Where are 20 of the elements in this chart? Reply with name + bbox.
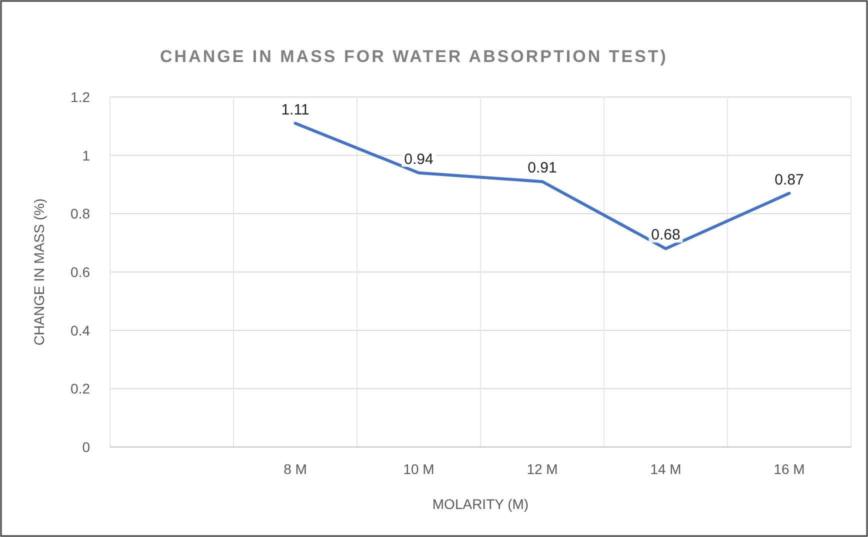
data-label: 0.87 <box>774 171 804 188</box>
data-label: 0.91 <box>528 160 557 177</box>
x-tick-label: 16 M <box>774 461 805 477</box>
y-tick-label: 0.4 <box>70 322 90 338</box>
y-tick-label: 0.6 <box>70 264 90 280</box>
y-tick-label: 1 <box>82 147 90 164</box>
x-tick-label: 10 M <box>403 461 434 477</box>
data-label: 1.11 <box>281 101 310 118</box>
x-tick-label: 14 M <box>650 461 682 477</box>
y-tick-label: 1.2 <box>70 89 90 105</box>
data-label: 0.94 <box>404 150 434 168</box>
data-label: 0.68 <box>651 226 680 244</box>
y-tick-label: 0 <box>82 439 90 455</box>
y-tick-label: 0.2 <box>70 380 90 397</box>
y-axis-title: CHANGE IN MASS (%) <box>31 198 47 346</box>
x-tick-label: 12 M <box>526 461 558 477</box>
y-tick-label: 0.8 <box>70 206 90 222</box>
chart-title: CHANGE IN MASS FOR WATER ABSORPTION TEST) <box>160 47 668 66</box>
x-tick-label: 8 M <box>284 461 307 477</box>
x-axis-title: MOLARITY (M) <box>432 496 529 512</box>
